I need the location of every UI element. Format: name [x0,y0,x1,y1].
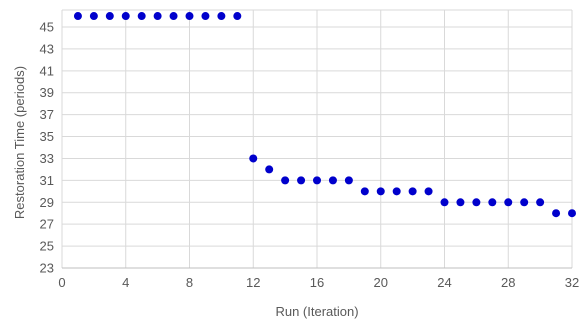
data-point [185,12,194,21]
data-point [424,187,433,196]
data-point [313,176,321,185]
y-tick-label: 23 [40,261,54,276]
data-point [520,198,529,207]
y-tick-label: 41 [40,63,54,78]
data-point [552,209,561,218]
data-point [297,176,306,185]
data-point [169,12,178,21]
data-point [360,187,369,196]
data-point [153,12,162,21]
y-tick-label: 35 [40,129,54,144]
data-point [344,176,353,185]
y-tick-labels: 23 25 27 29 31 33 35 37 39 41 43 45 [40,20,54,276]
y-tick-label: 39 [40,85,54,100]
data-point [105,12,114,21]
data-point [440,198,449,207]
data-point [89,12,98,21]
y-tick-label: 43 [40,41,54,56]
data-point [408,187,417,196]
y-tick-label: 33 [40,151,54,166]
x-tick-label: 16 [310,275,324,290]
x-tick-label: 0 [58,275,65,290]
data-point [201,12,210,21]
data-points [73,12,576,218]
data-point [281,176,290,185]
data-point [249,154,258,163]
data-point [265,165,274,174]
y-axis-title: Restoration Time (periods) [12,66,27,219]
data-point [488,198,497,207]
data-point [121,12,130,21]
x-tick-label: 4 [122,275,129,290]
data-point [568,209,576,218]
x-tick-label: 24 [437,275,451,290]
y-tick-label: 27 [40,217,54,232]
data-point [504,198,513,207]
x-tick-label: 12 [246,275,260,290]
data-point [217,12,226,21]
data-point [472,198,481,207]
y-tick-label: 45 [40,20,54,35]
x-tick-label: 32 [565,275,579,290]
data-point [392,187,401,196]
x-tick-label: 8 [186,275,193,290]
data-point [376,187,385,196]
data-point [536,198,545,207]
y-tick-label: 29 [40,195,54,210]
gridlines [61,9,573,268]
data-point [456,198,465,207]
data-point [233,12,242,21]
x-tick-label: 20 [374,275,388,290]
data-point [328,176,337,185]
y-tick-label: 37 [40,107,54,122]
data-point [73,12,82,21]
x-tick-labels: 0 4 8 12 16 20 24 28 32 [58,275,579,290]
y-tick-label: 31 [40,173,54,188]
x-tick-label: 28 [501,275,515,290]
x-axis-title: Run (Iteration) [275,304,358,319]
y-tick-label: 25 [40,239,54,254]
data-point [137,12,146,21]
